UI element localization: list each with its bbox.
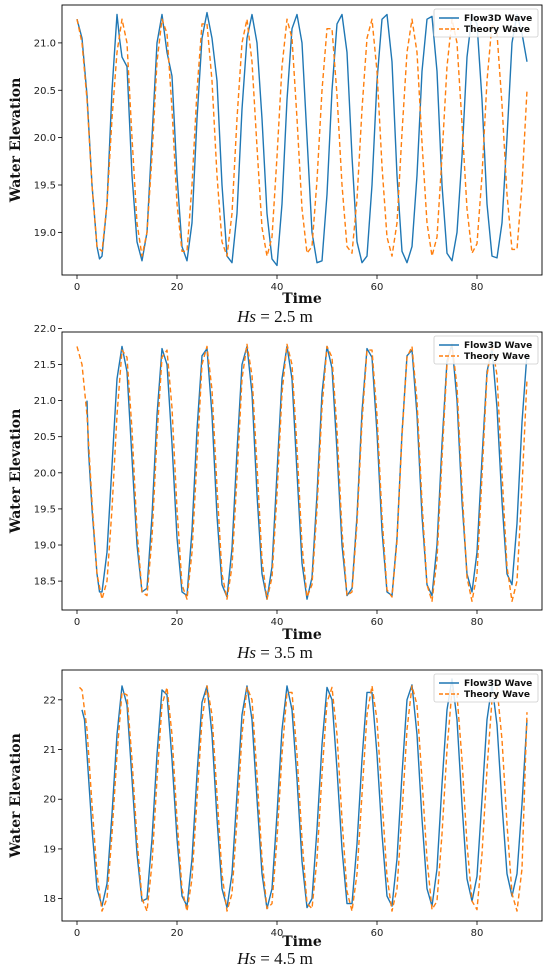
y-tick-label: 20.5: [34, 86, 56, 97]
legend-label: Flow3D Wave: [464, 14, 532, 24]
y-tick-label: 22.0: [34, 324, 56, 335]
x-tick-label: 60: [371, 282, 384, 293]
x-axis-title: Time: [282, 627, 322, 643]
y-tick-label: 19.5: [34, 181, 56, 192]
flow3d-wave-line-1: [76, 11, 528, 267]
legend-box: [433, 335, 539, 365]
x-tick-label: 0: [74, 282, 80, 293]
x-tick-label: 20: [171, 617, 184, 628]
x-tick-label: 60: [371, 928, 384, 939]
y-tick-label: 22: [43, 695, 56, 706]
y-tick-label: 20: [43, 795, 56, 806]
chart-3-svg: 0 20 40 60 80 18 19 20 21 22 Time Water Elevation Fl…: [8, 669, 543, 950]
chart-panel-2: 0 20 40 60 80 18.5 19.0 19.5 20.0 20.5 21.0 21.5 22.…: [0, 324, 550, 663]
x-tick-label: 40: [271, 928, 284, 939]
legend-label: Theory Wave: [464, 690, 530, 700]
legend-box: [433, 8, 539, 38]
chart-3-caption-symbol: Hs: [237, 949, 257, 968]
x-tick-label: 60: [371, 617, 384, 628]
x-axis-title: Time: [282, 934, 322, 950]
chart-1-caption-symbol: Hs: [237, 307, 257, 326]
legend-label: Theory Wave: [464, 25, 530, 35]
x-tick-label: 20: [171, 928, 184, 939]
y-tick-label: 20.0: [34, 133, 56, 144]
chart-panel-3: 0 20 40 60 80 18 19 20 21 22 Time Water Elevation Fl…: [0, 664, 550, 973]
y-tick-label: 19.5: [34, 504, 56, 515]
legend-box: [433, 673, 539, 703]
x-axis-title: Time: [282, 291, 322, 307]
y-tick-label: 21.5: [34, 360, 56, 371]
chart-2-svg: 0 20 40 60 80 18.5 19.0 19.5 20.0 20.5 21.0 21.5 22.…: [8, 324, 543, 643]
legend-label: Flow3D Wave: [464, 341, 532, 351]
y-tick-label: 21: [43, 745, 56, 756]
y-tick-label: 21.0: [34, 396, 56, 407]
y-axis-title: Water Elevation: [8, 78, 24, 204]
y-tick-label: 18.5: [34, 577, 56, 588]
y-tick-label: 20.0: [34, 468, 56, 479]
chart-2-caption-symbol: Hs: [237, 643, 257, 662]
chart-3-caption-text: = 4.5 m: [256, 949, 313, 968]
x-tick-label: 80: [471, 617, 484, 628]
x-tick-label: 80: [471, 282, 484, 293]
y-tick-label: 18: [43, 894, 56, 905]
y-tick-label: 19: [43, 844, 56, 855]
chart-1-caption: Hs = 2.5 m: [0, 307, 550, 327]
chart-panel-1: 0 20 40 60 80 19.0 19.5 20.0 20.5 21.0 Time Water E…: [0, 0, 550, 327]
y-axis-title: Water Elevation: [8, 733, 24, 859]
x-tick-label: 40: [271, 282, 284, 293]
x-tick-label: 0: [74, 928, 80, 939]
chart-1-svg: 0 20 40 60 80 19.0 19.5 20.0 20.5 21.0 Time Water E…: [8, 4, 543, 307]
chart-2-caption-text: = 3.5 m: [256, 643, 313, 662]
chart-3-caption: Hs = 4.5 m: [0, 949, 550, 969]
y-tick-label: 19.0: [34, 541, 56, 552]
x-tick-label: 20: [171, 282, 184, 293]
y-tick-label: 21.0: [34, 38, 56, 49]
y-axis-title: Water Elevation: [8, 409, 24, 535]
legend-label: Theory Wave: [464, 352, 530, 362]
x-tick-label: 40: [271, 617, 284, 628]
y-tick-label: 20.5: [34, 432, 56, 443]
x-tick-label: 80: [471, 928, 484, 939]
legend-label: Flow3D Wave: [464, 679, 532, 689]
chart-1-caption-text: = 2.5 m: [256, 307, 313, 326]
chart-2-caption: Hs = 3.5 m: [0, 643, 550, 663]
x-tick-label: 0: [74, 617, 80, 628]
y-tick-label: 19.0: [34, 228, 56, 239]
